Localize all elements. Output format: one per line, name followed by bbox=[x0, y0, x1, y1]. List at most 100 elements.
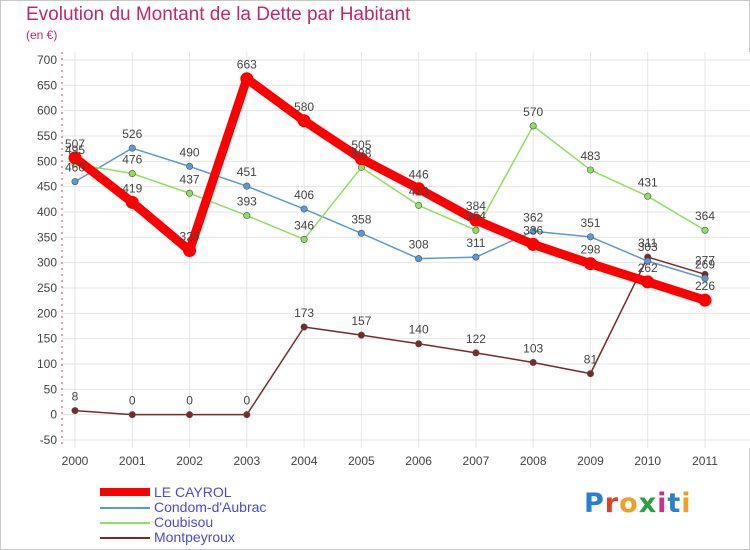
data-label-condom-d-aubrac: 311 bbox=[466, 236, 485, 250]
data-label-coubisou: 476 bbox=[122, 152, 142, 166]
series bbox=[68, 72, 712, 419]
data-label-montpeyroux: 0 bbox=[129, 394, 136, 408]
legend-swatch-condom-d-aubrac bbox=[100, 507, 150, 509]
data-label-condom-d-aubrac: 308 bbox=[409, 238, 429, 252]
data-label-condom-d-aubrac: 303 bbox=[638, 240, 658, 254]
y-tick-label: 600 bbox=[37, 104, 57, 118]
data-label-montpeyroux: 173 bbox=[294, 306, 314, 320]
x-tick-label: 2002 bbox=[176, 454, 203, 468]
data-label-coubisou: 346 bbox=[294, 218, 314, 232]
data-label-montpeyroux: 122 bbox=[466, 332, 486, 346]
legend-item-montpeyroux: Montpeyroux bbox=[100, 529, 420, 546]
data-label-le-cayrol: 324 bbox=[180, 230, 200, 244]
chart-title: Evolution du Montant de la Dette par Hab… bbox=[26, 4, 411, 25]
x-tick-label: 2004 bbox=[291, 454, 318, 468]
y-tick-label: 450 bbox=[37, 180, 57, 194]
data-label-coubisou: 570 bbox=[523, 105, 543, 119]
data-point-le-cayrol bbox=[641, 275, 655, 289]
data-label-le-cayrol: 384 bbox=[466, 199, 486, 213]
y-tick-label: -50 bbox=[40, 433, 58, 447]
data-label-le-cayrol: 298 bbox=[580, 243, 600, 257]
data-label-montpeyroux: 8 bbox=[72, 390, 79, 404]
logo-letter: o bbox=[619, 488, 639, 519]
data-point-montpeyroux bbox=[472, 349, 480, 357]
data-label-coubisou: 431 bbox=[638, 175, 658, 189]
legend: LE CAYROL Condom-d'Aubrac Coubisou Montp… bbox=[100, 484, 420, 546]
data-label-le-cayrol: 262 bbox=[638, 261, 658, 275]
y-tick-label: 50 bbox=[44, 382, 58, 396]
data-label-le-cayrol: 336 bbox=[523, 223, 543, 237]
data-point-coubisou bbox=[529, 122, 537, 130]
data-label-le-cayrol: 580 bbox=[294, 100, 314, 114]
data-label-montpeyroux: 140 bbox=[409, 323, 429, 337]
data-label-le-cayrol: 507 bbox=[65, 137, 85, 151]
data-label-condom-d-aubrac: 362 bbox=[523, 210, 543, 224]
legend-label-coubisou: Coubisou bbox=[154, 514, 214, 530]
data-label-montpeyroux: 157 bbox=[351, 314, 371, 328]
data-label-montpeyroux: 0 bbox=[186, 394, 193, 408]
x-tick-label: 2009 bbox=[577, 454, 604, 468]
data-point-montpeyroux bbox=[71, 407, 79, 415]
chart-subtitle: (en €) bbox=[26, 28, 58, 42]
data-point-le-cayrol bbox=[354, 152, 368, 166]
data-point-montpeyroux bbox=[415, 340, 423, 348]
data-label-condom-d-aubrac: 526 bbox=[122, 127, 142, 141]
logo-letter: x bbox=[638, 488, 658, 519]
data-label-montpeyroux: 311 bbox=[638, 236, 657, 250]
data-point-coubisou bbox=[586, 166, 594, 174]
data-point-le-cayrol bbox=[526, 237, 540, 251]
data-point-montpeyroux bbox=[300, 323, 308, 331]
data-point-montpeyroux bbox=[586, 370, 594, 378]
data-point-le-cayrol bbox=[412, 182, 426, 196]
data-label-coubisou: 488 bbox=[351, 146, 371, 160]
data-label-coubisou: 495 bbox=[65, 143, 85, 157]
data-label-condom-d-aubrac: 490 bbox=[180, 145, 200, 159]
data-point-coubisou bbox=[128, 169, 136, 177]
y-tick-label: 100 bbox=[37, 357, 57, 371]
data-label-condom-d-aubrac: 406 bbox=[294, 188, 314, 202]
logo-letter: P bbox=[584, 488, 605, 519]
data-label-coubisou: 393 bbox=[237, 195, 257, 209]
legend-swatch-coubisou bbox=[100, 522, 150, 524]
data-point-le-cayrol bbox=[583, 257, 597, 271]
y-tick-label: 300 bbox=[37, 256, 57, 270]
data-point-le-cayrol bbox=[68, 151, 82, 165]
y-tick-label: 0 bbox=[50, 408, 57, 422]
data-point-le-cayrol bbox=[297, 114, 311, 128]
data-point-condom-d-aubrac bbox=[529, 227, 537, 235]
data-point-condom-d-aubrac bbox=[71, 178, 79, 186]
data-point-montpeyroux bbox=[128, 411, 136, 419]
data-point-coubisou bbox=[701, 226, 709, 234]
data-label-montpeyroux: 0 bbox=[243, 394, 250, 408]
logo-letter: r bbox=[604, 488, 620, 519]
legend-label-condom-d-aubrac: Condom-d'Aubrac bbox=[154, 499, 267, 515]
x-tick-label: 2001 bbox=[119, 454, 146, 468]
grid bbox=[62, 52, 750, 448]
x-tick-label: 2007 bbox=[463, 454, 490, 468]
legend-item-coubisou: Coubisou bbox=[100, 514, 420, 531]
data-label-montpeyroux: 277 bbox=[695, 253, 715, 267]
data-point-condom-d-aubrac bbox=[300, 205, 308, 213]
y-tick-label: 400 bbox=[37, 205, 57, 219]
logo-letter: i bbox=[657, 488, 668, 519]
legend-item-condom-d-aubrac: Condom-d'Aubrac bbox=[100, 499, 420, 516]
data-label-coubisou: 364 bbox=[695, 209, 715, 223]
data-point-le-cayrol bbox=[469, 213, 483, 227]
data-labels: 8 0 0 0 173 157 140 122 103 81 311 277 460 526 490 451 4… bbox=[65, 58, 715, 408]
data-point-coubisou bbox=[472, 226, 480, 234]
data-point-coubisou bbox=[300, 235, 308, 243]
legend-label-montpeyroux: Montpeyroux bbox=[154, 529, 235, 545]
data-point-montpeyroux bbox=[186, 411, 194, 419]
legend-item-le-cayrol: LE CAYROL bbox=[100, 484, 420, 501]
legend-swatch-montpeyroux bbox=[100, 537, 150, 539]
data-label-le-cayrol: 663 bbox=[237, 58, 257, 72]
data-point-le-cayrol bbox=[125, 195, 139, 209]
y-tick-label: 150 bbox=[37, 332, 57, 346]
y-tick-label: 650 bbox=[37, 78, 57, 92]
legend-swatch-le-cayrol bbox=[100, 488, 150, 496]
data-point-le-cayrol bbox=[183, 244, 197, 258]
data-label-coubisou: 413 bbox=[409, 184, 429, 198]
data-point-condom-d-aubrac bbox=[472, 253, 480, 261]
x-tick-label: 2010 bbox=[634, 454, 661, 468]
data-label-montpeyroux: 103 bbox=[523, 341, 543, 355]
